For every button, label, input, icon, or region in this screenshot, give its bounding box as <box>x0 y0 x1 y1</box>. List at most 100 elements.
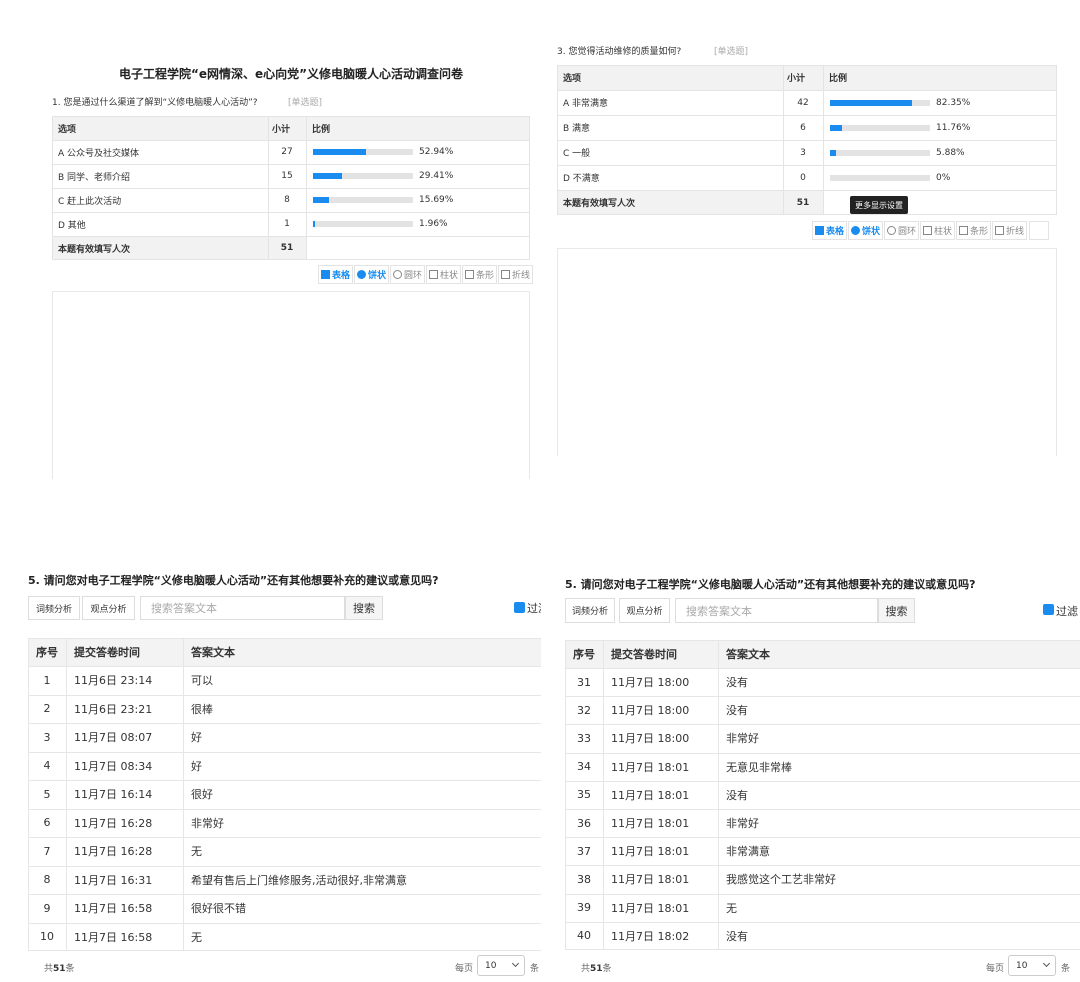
answer-text: 没有 <box>726 929 748 943</box>
option: C 一般 <box>563 149 591 159</box>
col-line <box>783 65 784 215</box>
row-line <box>565 809 1080 810</box>
answer-text: 无意见非常棒 <box>726 760 792 774</box>
option: B 同学、老师介绍 <box>58 172 131 183</box>
row-line <box>28 922 541 924</box>
chart-type-button[interactable]: 折线 <box>992 221 1027 240</box>
answer-text: 可以 <box>191 674 213 688</box>
page-size-label: 每页 <box>986 964 1005 974</box>
settings-button[interactable] <box>1029 221 1049 240</box>
count: 1 <box>284 219 290 229</box>
submit-time: 11月7日 16:58 <box>74 930 153 944</box>
header-ratio: 比例 <box>312 124 331 135</box>
button-icon <box>428 270 438 279</box>
search-button[interactable]: 搜索 <box>878 598 915 623</box>
analysis-button[interactable]: 观点分析 <box>82 596 135 620</box>
row-index: 36 <box>577 816 591 830</box>
percent-label: 52.94% <box>419 147 454 157</box>
question-title: 1. 您是通过什么渠道了解到“义修电脑暖人心活动”? <box>52 98 258 108</box>
chart-type-button[interactable]: 饼状 <box>848 221 883 240</box>
dropdown-arrow <box>1042 959 1051 968</box>
chart-type-button[interactable]: 圆环 <box>884 221 919 240</box>
submit-time: 11月7日 18:01 <box>611 788 690 802</box>
button-label: 圆环 <box>403 271 422 281</box>
filter-checkbox[interactable] <box>514 602 525 613</box>
page-size-select[interactable]: 10 <box>1008 955 1056 976</box>
analysis-button[interactable]: 观点分析 <box>619 598 670 623</box>
total-label: 本题有效填写人次 <box>563 199 636 209</box>
row-line <box>565 865 1080 867</box>
search-input[interactable]: 搜索答案文本 <box>140 596 345 620</box>
chart-type-button[interactable]: 柱状 <box>426 265 461 284</box>
chart-type-button[interactable]: 表格 <box>812 221 847 240</box>
page-size-suffix: 条 <box>1061 964 1071 974</box>
column-header: 答案文本 <box>191 646 235 659</box>
bar <box>313 221 315 227</box>
chart-type-button[interactable]: 表格 <box>318 265 353 284</box>
answer-text: 很棒 <box>191 702 213 716</box>
column-header: 提交答卷时间 <box>611 648 677 661</box>
submit-time: 11月7日 18:01 <box>611 901 690 915</box>
chart-type-button[interactable]: 条形 <box>462 265 497 284</box>
page-size-select[interactable]: 10 <box>477 955 525 976</box>
chart-type-button[interactable]: 圆环 <box>390 265 425 284</box>
row-index: 32 <box>577 703 591 717</box>
percent-label: 29.41% <box>419 171 454 181</box>
page-size-suffix: 条 <box>530 964 540 974</box>
total-label: 本题有效填写人次 <box>58 244 131 255</box>
analysis-button[interactable]: 词频分析 <box>565 598 615 623</box>
row-line <box>52 212 530 213</box>
chart-type-button[interactable]: 折线 <box>498 265 533 284</box>
percent-label: 15.69% <box>419 195 454 205</box>
column-header: 序号 <box>573 648 595 661</box>
row-index: 1 <box>43 673 51 687</box>
header-option: 选项 <box>58 124 77 135</box>
submit-time: 11月7日 08:34 <box>74 759 153 773</box>
submit-time: 11月7日 16:28 <box>74 845 153 859</box>
row-line <box>28 894 541 895</box>
row-line <box>557 165 1057 166</box>
chart-type-button[interactable]: 饼状 <box>354 265 389 284</box>
search-input[interactable]: 搜索答案文本 <box>675 598 878 623</box>
button-icon <box>392 270 402 279</box>
answer-text: 没有 <box>726 704 748 718</box>
analysis-button[interactable]: 词频分析 <box>28 596 80 620</box>
answer-text: 我感觉这个工艺非常好 <box>726 873 836 887</box>
header-count: 小计 <box>787 74 806 84</box>
question-tag: [单选题] <box>714 47 749 57</box>
row-index: 4 <box>43 759 51 773</box>
filter-checkbox[interactable] <box>1043 604 1054 615</box>
chart-panel <box>52 291 530 479</box>
bar <box>313 173 343 179</box>
count: 0 <box>800 172 806 183</box>
row-line <box>565 724 1080 726</box>
count: 8 <box>284 195 290 205</box>
button-label: 折线 <box>511 271 530 281</box>
table-total-bg <box>52 236 306 260</box>
percent-label: 11.76% <box>936 122 971 133</box>
button-icon <box>850 226 860 235</box>
footer-text: 条 <box>65 964 75 974</box>
answer-text: 非常满意 <box>726 845 770 859</box>
row-line <box>28 751 541 753</box>
row-line <box>565 752 1080 754</box>
row-line <box>52 164 530 165</box>
button-icon <box>320 270 330 279</box>
search-button[interactable]: 搜索 <box>345 596 383 620</box>
row-line <box>28 837 541 838</box>
chart-type-button[interactable]: 柱状 <box>920 221 955 240</box>
answer-panel: 5. 请问您对电子工程学院“义修电脑暖人心活动”还有其他想要补充的建议或意见吗?… <box>28 574 541 976</box>
bar <box>313 197 329 203</box>
option: D 其他 <box>58 220 86 231</box>
footer-text: 51 <box>53 964 66 974</box>
page-size-label: 每页 <box>455 964 474 974</box>
row-index: 6 <box>43 816 51 830</box>
chart-type-button[interactable]: 条形 <box>956 221 991 240</box>
button-label: 柱状 <box>933 227 952 237</box>
row-line <box>28 780 541 781</box>
submit-time: 11月7日 18:01 <box>611 873 690 887</box>
answer-text: 没有 <box>726 676 748 690</box>
submit-time: 11月7日 18:02 <box>611 929 690 943</box>
row-line <box>52 236 530 237</box>
